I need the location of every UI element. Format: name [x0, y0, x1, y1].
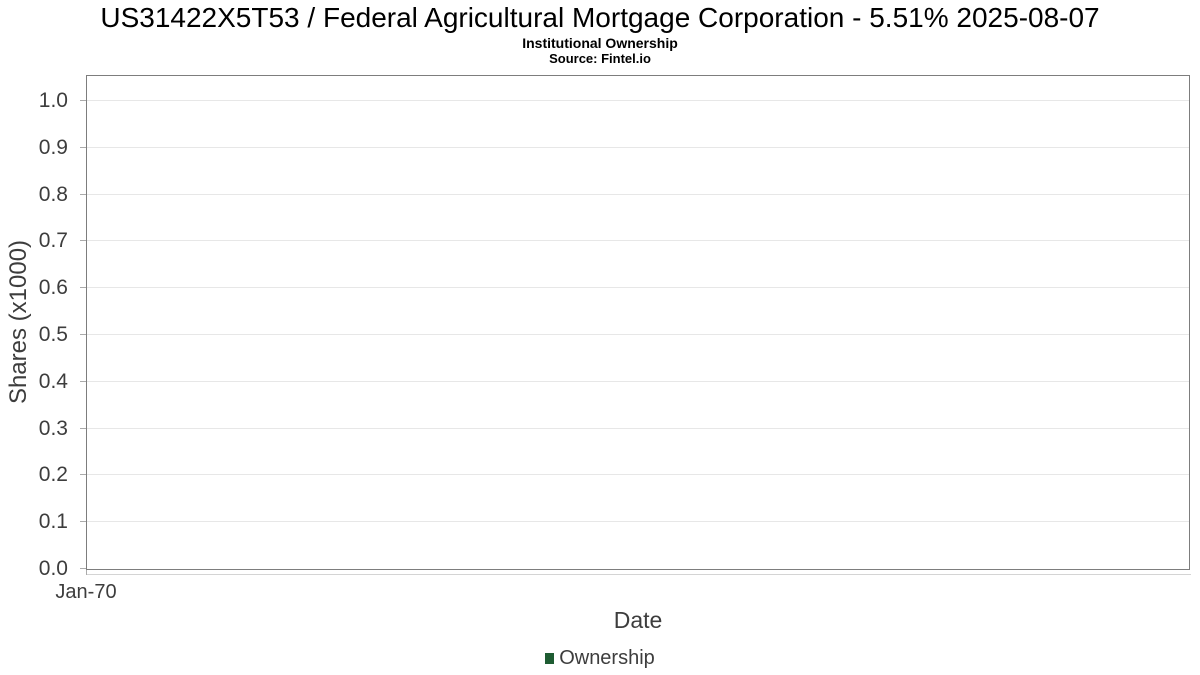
y-tick-label: 0.9 [38, 135, 68, 159]
gridline [87, 380, 1189, 382]
gridline [87, 240, 1189, 242]
y-tick-label: 0.3 [38, 416, 68, 440]
gridline [87, 521, 1189, 523]
y-tick-mark [79, 568, 86, 569]
y-tick-label: 0.5 [38, 323, 68, 346]
legend-label-ownership: Ownership [559, 647, 655, 669]
y-tick-label: 0.1 [38, 510, 68, 534]
y-tick-mark [79, 146, 86, 148]
y-tick-label: 0.6 [38, 276, 68, 300]
gridline [87, 146, 1189, 148]
chart-title: US31422X5T53 / Federal Agricultural Mort… [100, 2, 1100, 33]
x-axis-title: Date [613, 607, 663, 633]
x-axis-line [85, 574, 1191, 575]
y-tick-mark [79, 100, 86, 101]
y-tick-mark [79, 474, 86, 476]
chart-source: Source: Fintel.io [549, 51, 651, 66]
gridline [87, 100, 1189, 101]
y-tick-label: 0.4 [38, 369, 68, 393]
y-tick-mark [79, 240, 86, 242]
y-tick-mark [79, 193, 86, 195]
plot-area: 0.0 0.1 0.2 0.3 0.4 0.5 0.6 0.7 0.8 0.9 1.0 [39, 75, 1191, 580]
legend-swatch-ownership [545, 652, 555, 664]
y-tick-label: 0.8 [38, 182, 68, 206]
y-tick-mark [79, 521, 86, 523]
x-tick-label: Jan-70 [55, 581, 117, 603]
gridline [87, 287, 1189, 289]
gridline [87, 427, 1189, 429]
y-tick-mark [79, 334, 86, 335]
y-tick-mark [79, 380, 86, 382]
chart-subtitle: Institutional Ownership [522, 35, 678, 51]
y-tick-label: 0.0 [38, 557, 68, 580]
y-tick-label: 0.7 [38, 229, 68, 253]
y-tick-label: 1.0 [38, 89, 68, 112]
y-tick-label: 0.2 [38, 463, 68, 487]
gridline [87, 193, 1189, 195]
gridline [87, 474, 1189, 476]
y-tick-mark [79, 427, 86, 429]
gridline [87, 334, 1189, 335]
legend: Ownership [0, 645, 1200, 671]
y-tick-mark [79, 287, 86, 289]
x-axis-tick [85, 570, 87, 575]
